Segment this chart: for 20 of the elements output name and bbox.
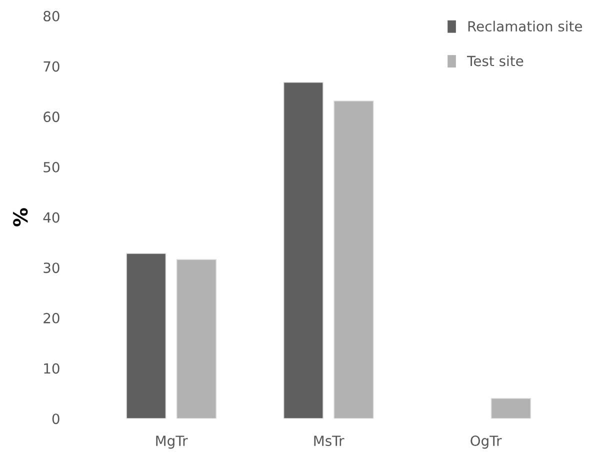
bar [126,253,166,419]
y-tick-label: 0 [52,414,60,424]
bar [334,100,374,419]
y-tick-label: 40 [43,212,60,223]
bar [490,398,532,419]
y-tick-label: 50 [44,162,60,172]
x-tick-label: MsTr [314,436,344,446]
y-tick-label: 80 [44,10,60,22]
bar [283,82,324,419]
y-tick-label: 20 [44,312,60,324]
y-tick-label: 60 [44,112,60,122]
x-tick-label: OgTr [470,436,502,449]
x-tick-label: MgTr [156,436,188,449]
legend-label: Reclamation site [468,20,582,32]
bar [176,259,217,419]
legend-label: Test site [466,55,524,66]
y-tick-label: 30 [44,262,60,274]
y-tick-label: 10 [44,363,60,374]
y-axis-title: % [13,208,28,226]
y-tick-label: 70 [44,61,60,72]
